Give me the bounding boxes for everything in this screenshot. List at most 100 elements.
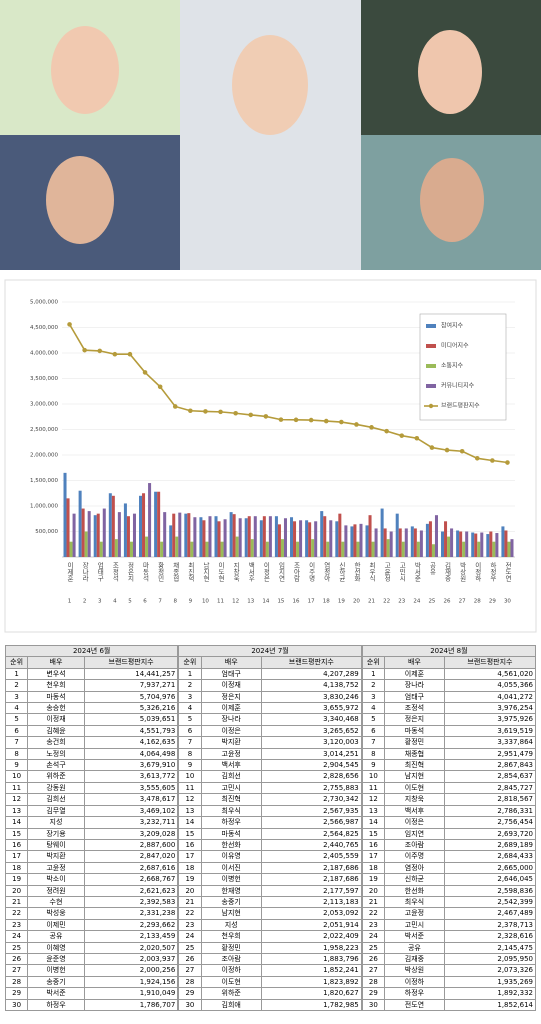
bar (456, 530, 460, 557)
rank: 15 (178, 827, 202, 840)
brand-index: 2,847,020 (83, 850, 179, 863)
rank: 3 (4, 690, 29, 704)
line-marker (82, 347, 87, 353)
table-row: 9 손석구 3,679,910 (4, 759, 179, 772)
table-row: 10 남지현 2,854,637 (361, 770, 537, 783)
actor: 천우희 (27, 679, 85, 692)
bar (184, 513, 188, 557)
brand-index: 3,478,617 (83, 793, 179, 806)
actor: 손석구 (27, 759, 85, 772)
actor: 김희선 (200, 770, 262, 783)
brand-index: 2,845,727 (443, 781, 537, 795)
rank: 1 (4, 667, 29, 681)
actor: 황정민 (383, 736, 445, 749)
bar (371, 541, 375, 557)
brand-index: 2,378,713 (443, 918, 537, 932)
table-row: 12 김희선 3,478,617 (4, 793, 179, 806)
bar (123, 503, 127, 557)
brand-index: 2,646,045 (443, 873, 537, 886)
line-marker (218, 409, 223, 415)
brand-index: 2,405,559 (260, 850, 362, 863)
rank: 16 (178, 838, 202, 852)
bar (205, 541, 209, 557)
bar (202, 520, 206, 557)
bar (262, 516, 266, 557)
rank: 25 (4, 941, 29, 954)
table-row: 8 노정의 4,064,498 (4, 747, 179, 761)
actor: 박지환 (27, 850, 85, 863)
bar (368, 515, 372, 557)
rank: 14 (178, 816, 202, 829)
table-row: 9 백서후 2,904,545 (178, 759, 362, 772)
bar (81, 508, 85, 557)
rank: 13 (178, 804, 202, 818)
bar (428, 521, 432, 557)
actor: 이제훈 (383, 667, 445, 681)
actor: 고민시 (200, 781, 262, 795)
x-tick-label: 마동석 (141, 561, 149, 583)
bar (404, 528, 408, 557)
brand-index: 1,782,985 (260, 998, 362, 1012)
brand-index: 1,910,049 (83, 987, 179, 1000)
bar (169, 525, 173, 557)
table-row: 11 고민시 2,755,883 (178, 781, 362, 795)
y-tick-label: 4,500,000 (30, 325, 58, 331)
legend-label: 커뮤니티지수 (441, 382, 475, 390)
line-marker (278, 417, 284, 422)
brand-index: 2,564,825 (260, 827, 362, 840)
bar (268, 516, 272, 557)
table-row: 17 이유영 2,405,559 (178, 850, 362, 863)
actor: 고민시 (383, 918, 445, 932)
bar (223, 519, 227, 557)
legend-swatch (426, 344, 436, 348)
brand-index: 1,883,796 (260, 952, 362, 966)
actor: 엄태구 (200, 667, 262, 681)
x-tick-label: 전도연 (503, 561, 511, 582)
x-tick-number: 27 (459, 599, 466, 605)
rank: 14 (361, 816, 385, 829)
x-tick-number: 4 (113, 599, 117, 605)
bar (326, 541, 330, 557)
x-tick-label: 이정하 (473, 561, 481, 583)
table-row: 13 백서후 2,786,331 (361, 804, 537, 818)
rank: 23 (361, 918, 385, 932)
actor: 조아람 (383, 838, 445, 852)
table-row: 24 공유 2,133,459 (4, 930, 179, 943)
bar (175, 536, 179, 557)
rank: 4 (361, 702, 385, 715)
rank: 27 (178, 964, 202, 977)
rank: 9 (361, 759, 385, 772)
table-row: 20 한재영 2,177,597 (178, 884, 362, 897)
bar (474, 533, 478, 557)
face (46, 156, 114, 244)
actor: 장나라 (383, 679, 445, 692)
actor: 박서준 (27, 987, 85, 1000)
x-tick-number: 18 (323, 599, 330, 605)
rank: 17 (4, 850, 29, 863)
table-row: 4 이제훈 3,655,972 (178, 702, 362, 715)
actor: 이주명 (383, 850, 445, 863)
table-row: 8 고윤정 3,014,251 (178, 747, 362, 761)
bar (365, 525, 369, 557)
brand-index: 1,958,223 (260, 941, 362, 954)
actor: 이정하 (383, 975, 445, 989)
y-tick-label: 1,500,000 (30, 478, 58, 484)
actor: 송승헌 (27, 702, 85, 715)
brand-index: 4,561,020 (443, 667, 537, 681)
column-header: 배우 (383, 656, 445, 669)
actor: 송중기 (200, 895, 262, 909)
line-marker (384, 428, 389, 434)
bar (117, 512, 121, 557)
rank: 12 (178, 793, 202, 806)
line-marker (142, 370, 148, 375)
rank: 18 (178, 861, 202, 875)
brand-index: 2,818,567 (443, 793, 537, 806)
bar (253, 516, 257, 557)
x-tick-number: 20 (353, 599, 360, 605)
table-row: 3 마동석 5,704,976 (4, 690, 179, 704)
brand-index: 2,689,189 (443, 838, 537, 852)
table-row: 22 고윤정 2,467,489 (361, 907, 537, 920)
bar (401, 541, 405, 557)
rank: 11 (4, 781, 29, 795)
line-marker (157, 384, 163, 390)
